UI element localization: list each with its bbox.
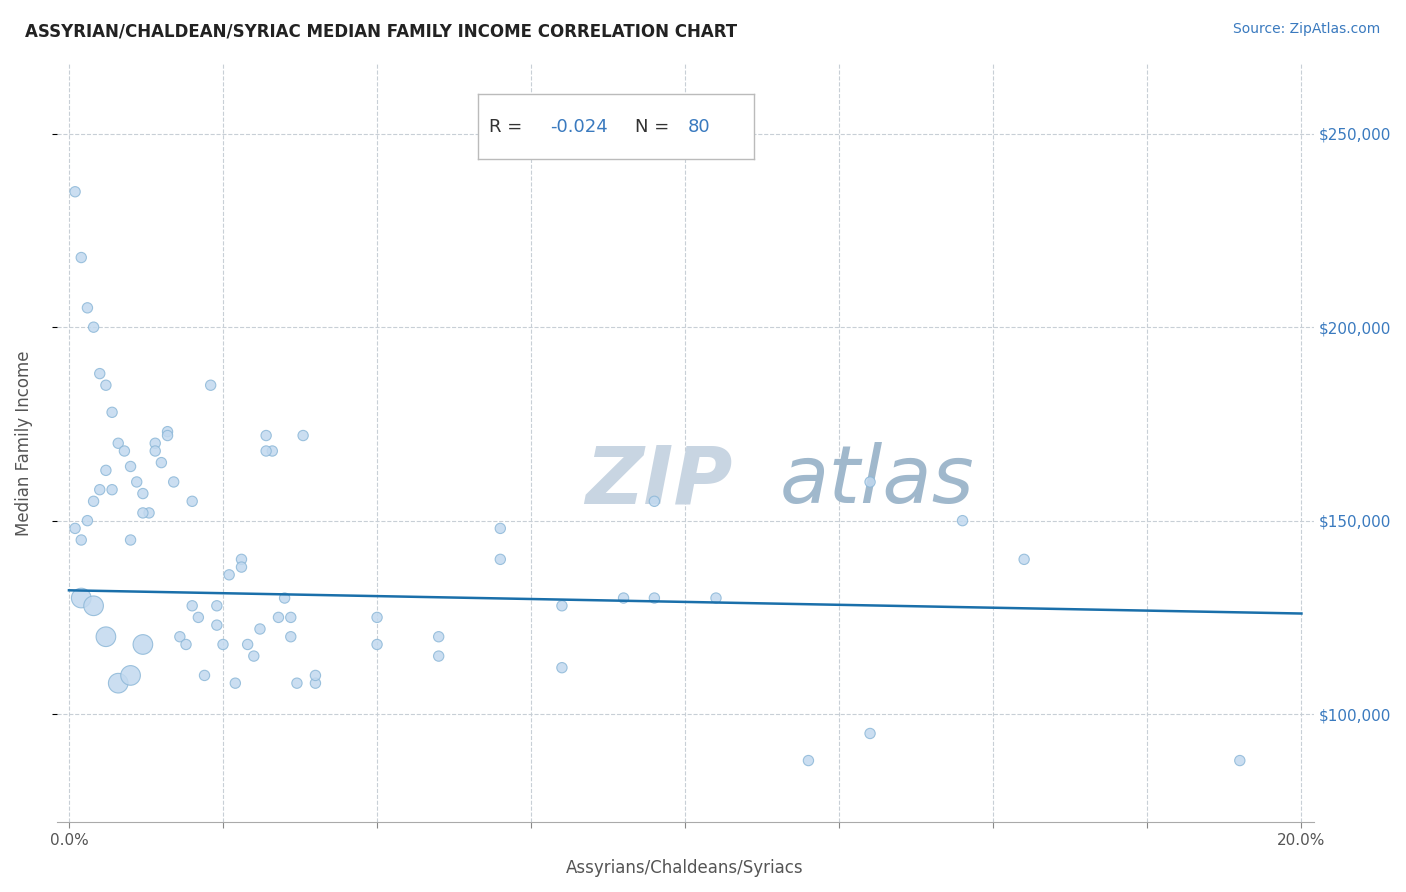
Point xyxy=(489,521,512,535)
Point xyxy=(236,638,259,652)
Point xyxy=(200,378,222,392)
Point xyxy=(94,630,117,644)
Point xyxy=(224,676,246,690)
Point xyxy=(156,428,179,442)
Point xyxy=(254,444,277,458)
Point xyxy=(70,591,93,605)
Point xyxy=(267,610,290,624)
Point xyxy=(205,618,228,632)
Point xyxy=(304,676,326,690)
Point xyxy=(83,599,105,613)
Point xyxy=(70,533,93,547)
Point xyxy=(366,610,388,624)
Point xyxy=(63,521,86,535)
Point xyxy=(169,630,191,644)
Point xyxy=(174,638,197,652)
Point xyxy=(304,668,326,682)
Point xyxy=(212,638,235,652)
Point xyxy=(181,494,204,508)
Text: ZIP: ZIP xyxy=(585,442,733,520)
Point xyxy=(63,185,86,199)
Point xyxy=(156,425,179,439)
Point xyxy=(187,610,209,624)
Point xyxy=(107,676,129,690)
Point xyxy=(132,486,155,500)
Point xyxy=(859,475,882,489)
Point xyxy=(1229,754,1251,768)
Point xyxy=(231,560,253,574)
Point xyxy=(254,428,277,442)
Point xyxy=(704,591,727,605)
X-axis label: Assyrians/Chaldeans/Syriacs: Assyrians/Chaldeans/Syriacs xyxy=(567,859,804,877)
Point xyxy=(249,622,271,636)
Point xyxy=(280,630,302,644)
Point xyxy=(125,475,148,489)
Point xyxy=(205,599,228,613)
Point xyxy=(143,444,166,458)
Point xyxy=(94,378,117,392)
Point xyxy=(101,483,124,497)
Point xyxy=(1012,552,1035,566)
Text: ASSYRIAN/CHALDEAN/SYRIAC MEDIAN FAMILY INCOME CORRELATION CHART: ASSYRIAN/CHALDEAN/SYRIAC MEDIAN FAMILY I… xyxy=(25,22,737,40)
Point xyxy=(427,649,450,664)
Point xyxy=(218,567,240,582)
Point xyxy=(366,638,388,652)
Point xyxy=(551,661,574,675)
Point xyxy=(143,436,166,450)
Point xyxy=(181,599,204,613)
Point xyxy=(107,436,129,450)
Point xyxy=(262,444,284,458)
Point xyxy=(231,552,253,566)
Point xyxy=(243,649,266,664)
Y-axis label: Median Family Income: Median Family Income xyxy=(15,351,32,536)
Point xyxy=(70,251,93,265)
Point xyxy=(89,367,111,381)
Point xyxy=(797,754,820,768)
Text: atlas: atlas xyxy=(779,442,974,520)
Point xyxy=(859,726,882,740)
Point xyxy=(94,463,117,477)
Point xyxy=(132,506,155,520)
Point xyxy=(643,494,665,508)
Point xyxy=(193,668,215,682)
Point xyxy=(285,676,308,690)
Point xyxy=(952,514,974,528)
Point xyxy=(101,405,124,419)
Text: Source: ZipAtlas.com: Source: ZipAtlas.com xyxy=(1233,22,1381,37)
Point xyxy=(643,591,665,605)
Point xyxy=(292,428,315,442)
Point xyxy=(489,552,512,566)
Point xyxy=(112,444,135,458)
Point xyxy=(280,610,302,624)
Point xyxy=(83,320,105,334)
Point xyxy=(83,494,105,508)
Point xyxy=(551,599,574,613)
Point xyxy=(89,483,111,497)
Point xyxy=(120,533,142,547)
Point xyxy=(76,514,98,528)
Point xyxy=(273,591,295,605)
Point xyxy=(132,638,155,652)
Point xyxy=(613,591,636,605)
Point xyxy=(120,459,142,474)
Point xyxy=(76,301,98,315)
Point xyxy=(150,456,173,470)
Point xyxy=(163,475,186,489)
Point xyxy=(138,506,160,520)
Point xyxy=(427,630,450,644)
Point xyxy=(120,668,142,682)
